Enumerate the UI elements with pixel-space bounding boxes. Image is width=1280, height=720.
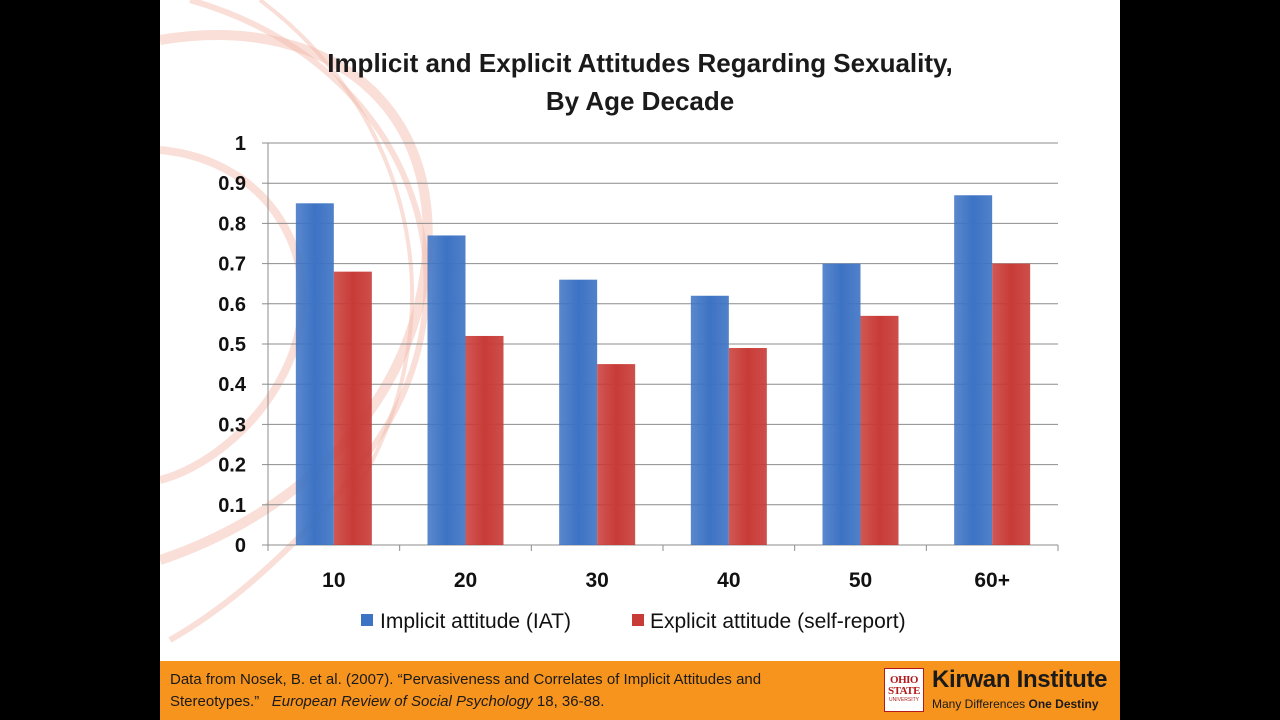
citation-line-1: Data from Nosek, B. et al. (2007). “Perv… (170, 671, 762, 688)
bar-implicit-40 (690, 295, 729, 545)
bar-implicit-10 (295, 203, 334, 546)
citation: Data from Nosek, B. et al. (2007). “Perv… (170, 669, 870, 713)
ohio-state-logo: OHIO STATE UNIVERSITY (884, 668, 924, 712)
bar-explicit-40 (728, 348, 767, 545)
logo-subtext: UNIVERSITY (888, 697, 919, 703)
tagline-part-1: Many Differences (932, 697, 1026, 711)
bar-explicit-50 (860, 315, 899, 545)
x-category-label: 60+ (974, 569, 1010, 592)
y-tick-label: 0.5 (218, 334, 246, 356)
y-tick-label: 0.8 (218, 213, 246, 235)
x-category-label: 20 (454, 569, 477, 592)
slide: Implicit and Explicit Attitudes Regardin… (160, 0, 1120, 720)
bar-explicit-60+ (992, 263, 1031, 545)
bar-explicit-20 (465, 335, 504, 545)
legend-label-explicit: Explicit attitude (self-report) (650, 610, 906, 633)
y-tick-label: 0.1 (218, 495, 246, 517)
y-tick-label: 1 (235, 133, 246, 155)
chart-title-line-2: By Age Decade (546, 86, 734, 116)
axes (262, 142, 1059, 551)
x-tick-labels: 10 20 30 40 50 60+ (322, 569, 1010, 592)
x-category-label: 40 (717, 569, 740, 592)
y-tick-label: 0.6 (218, 294, 246, 316)
legend: Implicit attitude (IAT) Explicit attitud… (361, 610, 906, 633)
chart-title-line-1: Implicit and Explicit Attitudes Regardin… (327, 48, 953, 78)
bars (295, 195, 1031, 546)
bar-explicit-30 (597, 364, 636, 545)
x-category-label: 50 (849, 569, 872, 592)
citation-volume: 18, 36-88. (536, 693, 605, 710)
y-tick-label: 0 (235, 535, 246, 557)
footer-bar: Data from Nosek, B. et al. (2007). “Perv… (160, 661, 1120, 720)
chart: Implicit and Explicit Attitudes Regardin… (218, 48, 1059, 633)
bar-implicit-20 (427, 235, 466, 545)
bar-implicit-60+ (954, 195, 993, 545)
citation-title-end: Stereotypes.” (170, 693, 260, 710)
institute-name: Kirwan Institute (932, 666, 1108, 693)
logo-text: OHIO STATE (888, 674, 920, 697)
tagline-part-2: One Destiny (1028, 697, 1099, 711)
y-tick-label: 0.4 (218, 374, 247, 396)
y-tick-label: 0.2 (218, 455, 246, 477)
bar-explicit-10 (333, 271, 372, 545)
y-tick-label: 0.3 (218, 414, 246, 436)
y-tick-labels: 0 0.1 0.2 0.3 0.4 0.5 0.6 0.7 0.8 0.9 1 (218, 133, 247, 557)
x-category-label: 30 (585, 569, 608, 592)
citation-line-2: Stereotypes.” European Review of Social … (170, 691, 870, 713)
legend-swatch-explicit (632, 614, 644, 626)
bar-implicit-30 (559, 279, 598, 545)
tagline: Many Differences One Destiny (932, 697, 1099, 711)
x-category-label: 10 (322, 569, 345, 592)
legend-swatch-implicit (361, 614, 373, 626)
y-tick-label: 0.9 (218, 173, 246, 195)
y-tick-label: 0.7 (218, 254, 246, 276)
bar-implicit-50 (822, 263, 861, 545)
gridlines (268, 142, 1058, 506)
citation-journal: European Review of Social Psychology (271, 693, 533, 710)
legend-label-implicit: Implicit attitude (IAT) (380, 610, 571, 633)
